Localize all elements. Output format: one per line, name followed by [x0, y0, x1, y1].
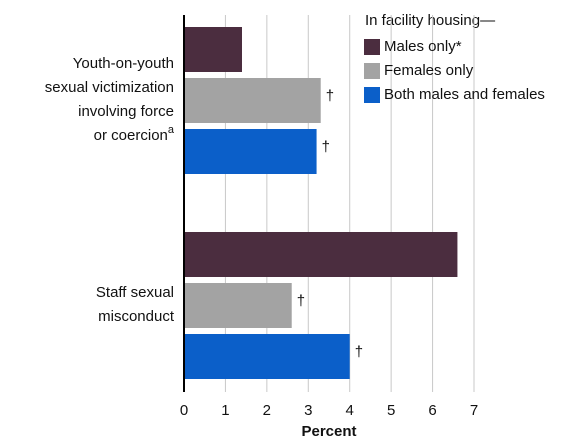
- legend-label: Females only: [384, 62, 474, 79]
- legend-label: Both males and females: [384, 86, 545, 103]
- legend-label: Males only*: [384, 38, 462, 55]
- bar-annotation: †: [355, 343, 363, 360]
- x-tick-label: 6: [428, 402, 436, 419]
- category-label: Staff sexual: [96, 284, 174, 301]
- category-label: misconduct: [98, 308, 175, 325]
- category-label: sexual victimization: [45, 79, 174, 96]
- bar-annotation: †: [322, 138, 330, 155]
- x-tick-label: 5: [387, 402, 395, 419]
- category-label-line: sexual victimization: [45, 79, 174, 96]
- bar: [184, 27, 242, 72]
- category-label: Youth-on-youth: [73, 55, 174, 72]
- x-tick-label: 4: [346, 402, 354, 419]
- x-tick-label: 2: [263, 402, 271, 419]
- x-axis-label: Percent: [301, 423, 356, 440]
- category-label-line: involving force: [78, 103, 174, 120]
- category-superscript: a: [168, 124, 175, 136]
- bar: [184, 232, 458, 277]
- bar: [184, 334, 350, 379]
- category-label-line: Staff sexual: [96, 284, 174, 301]
- legend-title: In facility housing—: [365, 12, 495, 29]
- category-label-line: misconduct: [98, 308, 175, 325]
- legend-swatch: [364, 39, 380, 55]
- bar: [184, 283, 292, 328]
- x-tick-label: 3: [304, 402, 312, 419]
- category-label-line: or coercion: [94, 127, 168, 144]
- category-label: or coerciona: [94, 124, 175, 144]
- bar: [184, 129, 317, 174]
- legend-swatch: [364, 63, 380, 79]
- bar: [184, 78, 321, 123]
- legend-swatch: [364, 87, 380, 103]
- x-tick-label: 0: [180, 402, 188, 419]
- bar-annotation: †: [297, 292, 305, 309]
- bar-annotation: †: [326, 87, 334, 104]
- category-label: involving force: [78, 103, 174, 120]
- x-tick-label: 1: [221, 402, 229, 419]
- category-label-line: Youth-on-youth: [73, 55, 174, 72]
- x-tick-label: 7: [470, 402, 478, 419]
